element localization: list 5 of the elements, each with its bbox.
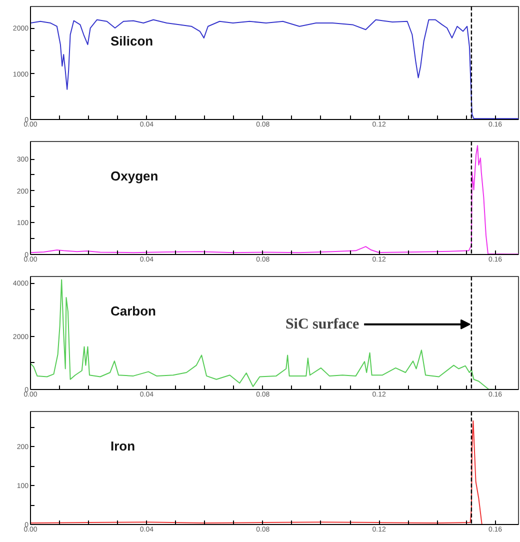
text: Carbon	[110, 304, 156, 318]
text: Oxygen	[110, 168, 158, 184]
text: Iron	[110, 438, 136, 454]
series-label: Silicon	[110, 34, 154, 48]
annotation: SiC surface	[285, 316, 360, 332]
